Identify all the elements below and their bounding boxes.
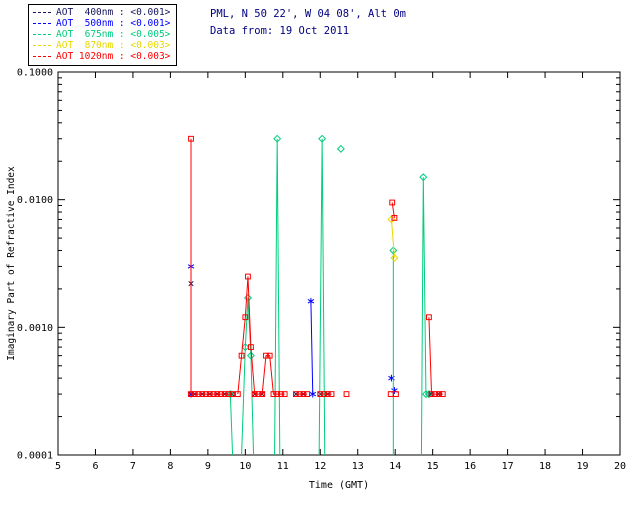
y-tick-label: 0.0010 bbox=[17, 323, 53, 334]
legend-line-sample-500nm bbox=[33, 23, 51, 24]
legend-label-400nm: AOT 400nm : <0.001> bbox=[56, 7, 171, 18]
y-tick-label: 0.0100 bbox=[17, 195, 53, 206]
data-date: Data from: 19 Oct 2011 bbox=[210, 25, 350, 37]
legend-label-675nm: AOT 675nm : <0.005> bbox=[56, 29, 171, 40]
legend-item-400nm: AOT 400nm : <0.001> bbox=[33, 7, 170, 18]
x-tick-label: 13 bbox=[352, 461, 364, 472]
x-tick-label: 12 bbox=[314, 461, 326, 472]
series-aot-500nm bbox=[187, 263, 398, 398]
x-tick-label: 6 bbox=[92, 461, 98, 472]
plot-frame bbox=[57, 71, 621, 456]
x-tick-label: 17 bbox=[502, 461, 514, 472]
series-aot-1020nm bbox=[188, 135, 446, 397]
legend-item-1020nm: AOT 1020nm : <0.003> bbox=[33, 51, 170, 62]
legend-line-sample-1020nm bbox=[33, 56, 51, 57]
x-tick-label: 14 bbox=[389, 461, 401, 472]
legend-item-675nm: AOT 675nm : <0.005> bbox=[33, 29, 170, 40]
series-aot-400nm bbox=[188, 280, 441, 397]
y-tick-label: 0.1000 bbox=[17, 68, 53, 79]
plot-header: PML, N 50 22', W 04 08', Alt 0m Data fro… bbox=[210, 6, 406, 40]
legend-line-sample-870nm bbox=[33, 45, 51, 46]
x-tick-label: 19 bbox=[577, 461, 589, 472]
x-tick-label: 9 bbox=[205, 461, 211, 472]
series-aot-870nm bbox=[387, 215, 399, 262]
y-tick-label: 0.0001 bbox=[17, 451, 53, 462]
axes: 5 6 7 8 9 10 11 12 13 14 15 16 17 18 19 20 0.0001 0.0010 0… bbox=[6, 68, 626, 492]
x-tick-label: 8 bbox=[167, 461, 173, 472]
x-tick-label: 11 bbox=[277, 461, 289, 472]
x-tick-label: 20 bbox=[614, 461, 626, 472]
station-info: PML, N 50 22', W 04 08', Alt 0m bbox=[210, 8, 406, 20]
x-tick-label: 7 bbox=[130, 461, 136, 472]
x-tick-label: 16 bbox=[464, 461, 476, 472]
y-axis-title: Imaginary Part of Refractive Index bbox=[6, 166, 17, 361]
x-tick-label: 5 bbox=[55, 461, 61, 472]
legend-label-1020nm: AOT 1020nm : <0.003> bbox=[56, 51, 171, 62]
legend-item-870nm: AOT 870nm : <0.003> bbox=[33, 40, 170, 51]
legend-line-sample-675nm bbox=[33, 34, 51, 35]
series-aot-675nm bbox=[226, 134, 433, 456]
legend-item-500nm: AOT 500nm : <0.001> bbox=[33, 18, 170, 29]
legend-box: AOT 400nm : <0.001> AOT 500nm : <0.001> … bbox=[28, 4, 178, 66]
x-tick-label: 18 bbox=[539, 461, 551, 472]
legend-label-500nm: AOT 500nm : <0.001> bbox=[56, 18, 171, 29]
x-axis-title: Time (GMT) bbox=[309, 480, 369, 491]
legend-line-sample-400nm bbox=[33, 12, 51, 13]
x-tick-label: 15 bbox=[427, 461, 439, 472]
legend-label-870nm: AOT 870nm : <0.003> bbox=[56, 40, 171, 51]
x-tick-label: 10 bbox=[239, 461, 251, 472]
